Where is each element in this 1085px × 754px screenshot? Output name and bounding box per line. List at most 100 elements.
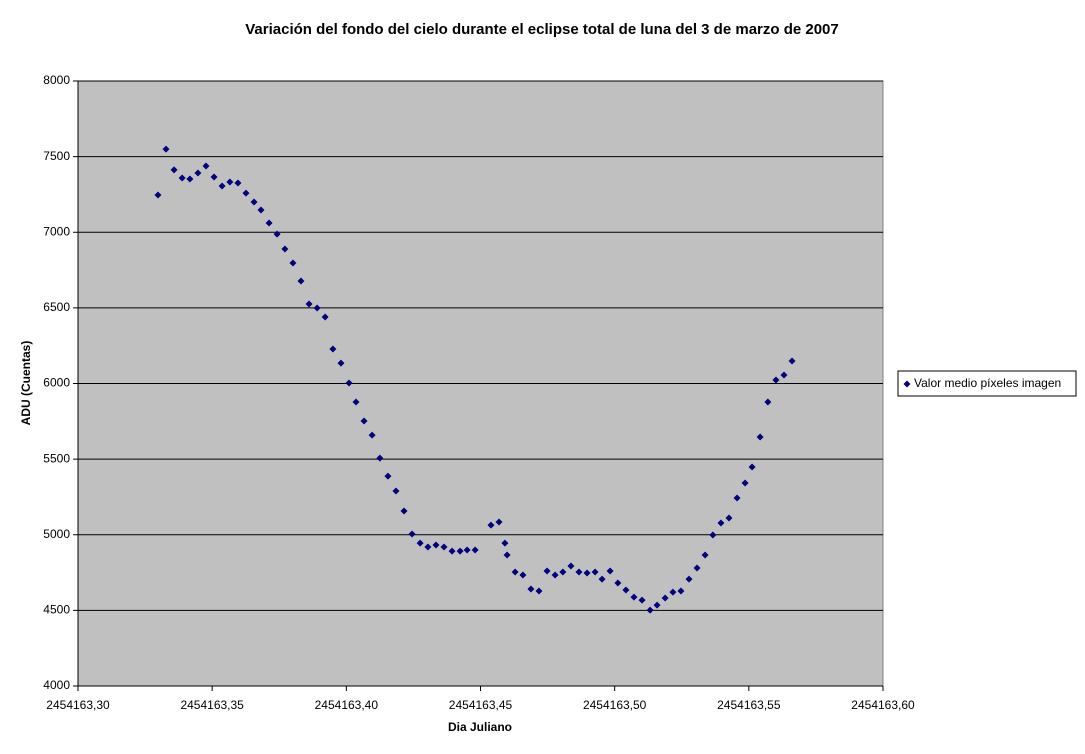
point: [543, 567, 551, 575]
point: [748, 463, 756, 471]
point: [772, 376, 780, 384]
x-tick-label: 2454163,45: [449, 698, 513, 712]
point: [313, 304, 321, 312]
point: [653, 601, 661, 609]
point: [685, 575, 693, 583]
point: [360, 417, 368, 425]
point: [281, 245, 289, 253]
point: [471, 546, 479, 554]
point: [242, 189, 250, 197]
point: [170, 166, 178, 174]
point: [661, 594, 669, 602]
point: [487, 521, 495, 529]
y-tick-label: 8000: [43, 73, 70, 87]
point: [352, 398, 360, 406]
point: [511, 568, 519, 576]
point: [305, 300, 313, 308]
x-tick-label: 2454163,50: [583, 698, 647, 712]
point: [669, 588, 677, 596]
point: [495, 518, 503, 526]
point: [448, 547, 456, 555]
point: [638, 596, 646, 604]
point: [321, 313, 329, 321]
chart-title: Variación del fondo del cielo durante el…: [245, 21, 839, 38]
point: [733, 494, 741, 502]
point: [337, 359, 345, 367]
y-tick-label: 7000: [43, 224, 70, 238]
point: [250, 198, 258, 206]
point: [535, 587, 543, 595]
point: [551, 571, 559, 579]
point: [218, 182, 226, 190]
legend: [897, 370, 1077, 397]
y-tick-label: 5000: [43, 527, 70, 541]
point: [257, 206, 265, 214]
point: [527, 585, 535, 593]
x-tick-label: 2454163,35: [180, 698, 244, 712]
point: [265, 219, 273, 227]
point: [567, 562, 575, 570]
point: [186, 175, 194, 183]
point: [408, 530, 416, 538]
point: [583, 569, 591, 577]
legend-label: Valor medio píxeles imagen: [914, 376, 1061, 390]
point: [456, 547, 464, 555]
point: [345, 379, 353, 387]
point: [154, 191, 162, 199]
point: [501, 539, 509, 547]
point: [329, 345, 337, 353]
point: [614, 579, 622, 587]
point: [741, 479, 749, 487]
point: [376, 454, 384, 462]
point: [297, 277, 305, 285]
point: [463, 546, 471, 554]
point: [178, 174, 186, 182]
point: [194, 169, 202, 177]
point: [677, 587, 685, 595]
legend-marker: [903, 380, 911, 388]
x-axis-label: Dia Juliano: [448, 720, 512, 734]
point: [591, 568, 599, 576]
point: [432, 541, 440, 549]
point: [202, 162, 210, 170]
point: [559, 568, 567, 576]
point: [606, 567, 614, 575]
point: [503, 551, 511, 559]
point: [693, 564, 701, 572]
point: [234, 179, 242, 187]
point: [717, 519, 725, 527]
point: [701, 551, 709, 559]
x-tick-label: 2454163,40: [315, 698, 379, 712]
point: [289, 259, 297, 267]
point: [780, 371, 788, 379]
point: [519, 571, 527, 579]
y-tick-label: 5500: [43, 451, 70, 465]
point: [756, 433, 764, 441]
y-tick-label: 4000: [43, 678, 70, 692]
point: [725, 514, 733, 522]
y-axis-label: ADU (Cuentas): [19, 341, 33, 426]
y-tick-label: 6500: [43, 300, 70, 314]
point: [575, 568, 583, 576]
y-tick-label: 7500: [43, 149, 70, 163]
point: [400, 507, 408, 515]
point: [598, 575, 606, 583]
x-tick-label: 2454163,60: [851, 698, 915, 712]
y-tick-label: 6000: [43, 376, 70, 390]
y-tick-label: 4500: [43, 603, 70, 617]
point: [788, 357, 796, 365]
point: [622, 586, 630, 594]
point: [392, 487, 400, 495]
point: [424, 543, 432, 551]
point: [709, 531, 717, 539]
point: [646, 606, 654, 614]
point: [162, 145, 170, 153]
point: [630, 593, 638, 601]
point: [368, 431, 376, 439]
point: [384, 472, 392, 480]
point: [226, 178, 234, 186]
x-tick-label: 2454163,55: [717, 698, 781, 712]
point: [273, 230, 281, 238]
point: [764, 398, 772, 406]
